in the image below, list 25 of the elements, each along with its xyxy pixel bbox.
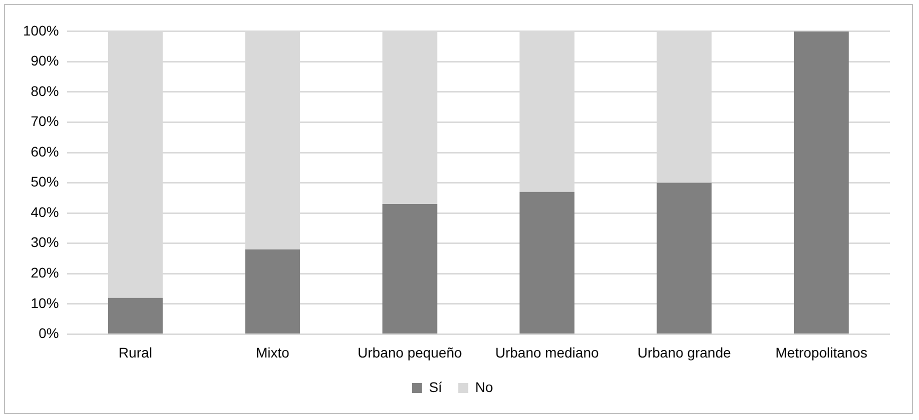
x-tick-label: Urbano pequeño	[358, 344, 462, 360]
y-tick-label: 80%	[30, 82, 59, 99]
x-tick-label: Mixto	[256, 344, 290, 360]
legend-label: Sí	[428, 378, 442, 395]
bar	[382, 204, 438, 334]
x-tick-label: Urbano grande	[638, 344, 732, 360]
y-tick-label: 60%	[30, 143, 59, 160]
y-tick-label: 40%	[30, 204, 59, 220]
y-tick-label: 20%	[30, 264, 59, 280]
bar	[520, 192, 574, 334]
y-tick-label: 0%	[38, 325, 59, 342]
legend-label: No	[475, 378, 494, 395]
y-tick-label: 10%	[30, 294, 59, 311]
bar	[794, 31, 849, 334]
x-tick-label: Metropolitanos	[775, 344, 868, 360]
bar	[108, 298, 163, 334]
bar	[245, 249, 300, 334]
x-tick-label: Urbano mediano	[495, 344, 599, 360]
y-tick-label: 90%	[30, 52, 59, 69]
y-tick-label: 70%	[30, 113, 59, 130]
y-tick-label: 100%	[22, 22, 59, 38]
y-tick-label: 50%	[30, 174, 59, 190]
x-tick-label: Rural	[118, 344, 152, 360]
y-tick-label: 30%	[30, 234, 59, 250]
bar	[656, 182, 712, 334]
